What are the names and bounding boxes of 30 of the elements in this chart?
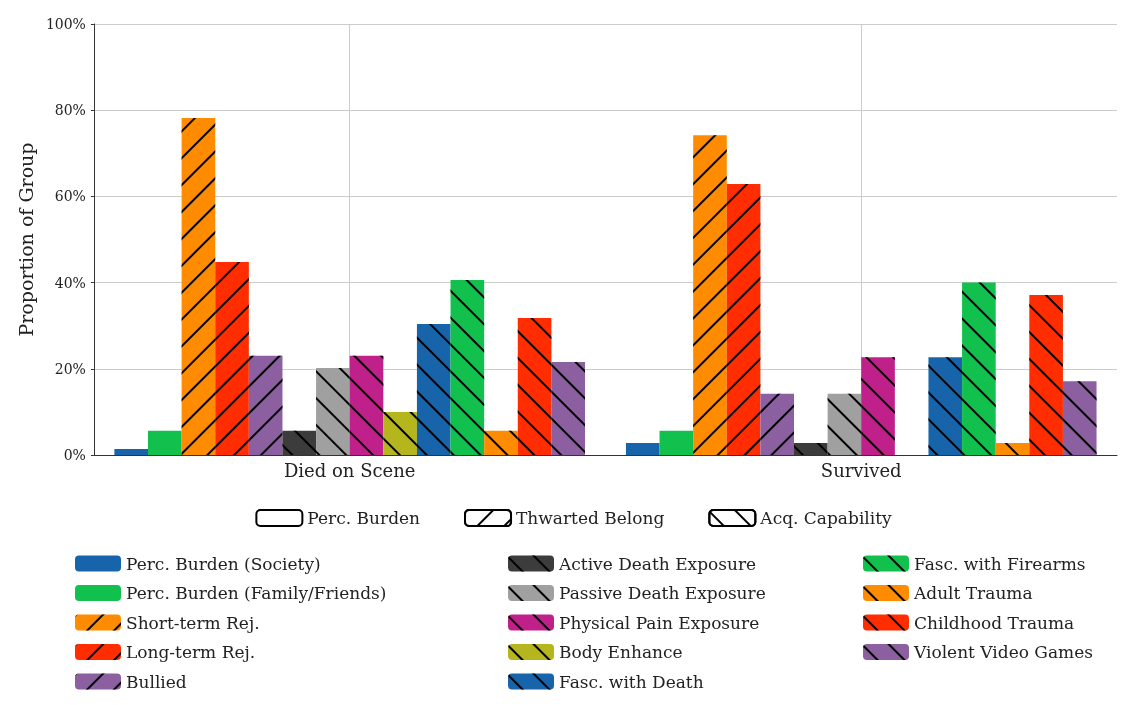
y-tick-label: 80% bbox=[54, 102, 86, 119]
bar bbox=[659, 430, 694, 455]
x-tick-label: Died on Scene bbox=[283, 459, 416, 481]
y-tick-label: 40% bbox=[54, 274, 86, 291]
bar bbox=[114, 448, 148, 455]
legend-label: Short-term Rej. bbox=[126, 612, 260, 633]
legend-label: Perc. Burden bbox=[307, 508, 421, 528]
legend-label: Acq. Capability bbox=[759, 508, 893, 528]
legend-label: Perc. Burden (Family/Friends) bbox=[126, 583, 387, 603]
legend-label: Childhood Trauma bbox=[914, 612, 1075, 633]
legend-label: Fasc. with Death bbox=[559, 671, 704, 692]
legend-label: Body Enhance bbox=[559, 642, 683, 662]
y-axis-title: Proportion of Group bbox=[14, 142, 37, 337]
y-tick-label: 100% bbox=[45, 16, 86, 32]
y-tick-label: 0% bbox=[63, 447, 86, 463]
y-tick-label: 20% bbox=[54, 360, 86, 377]
legend-label: Fasc. with Firearms bbox=[914, 553, 1086, 574]
x-tick-label: Survived bbox=[820, 459, 902, 481]
legend-label: Bullied bbox=[126, 671, 187, 692]
y-tick-label: 60% bbox=[54, 188, 86, 205]
legend-label: Long-term Rej. bbox=[126, 642, 256, 662]
legend-label: Physical Pain Exposure bbox=[559, 612, 760, 633]
legend-label: Perc. Burden (Society) bbox=[126, 553, 321, 574]
legend-label: Thwarted Belong bbox=[516, 508, 665, 528]
bar bbox=[148, 430, 182, 455]
bar bbox=[625, 442, 660, 455]
legend-label: Adult Trauma bbox=[913, 583, 1033, 603]
legend-label: Violent Video Games bbox=[913, 642, 1093, 662]
legend-label: Active Death Exposure bbox=[558, 553, 757, 574]
legend-label: Passive Death Exposure bbox=[559, 583, 766, 603]
